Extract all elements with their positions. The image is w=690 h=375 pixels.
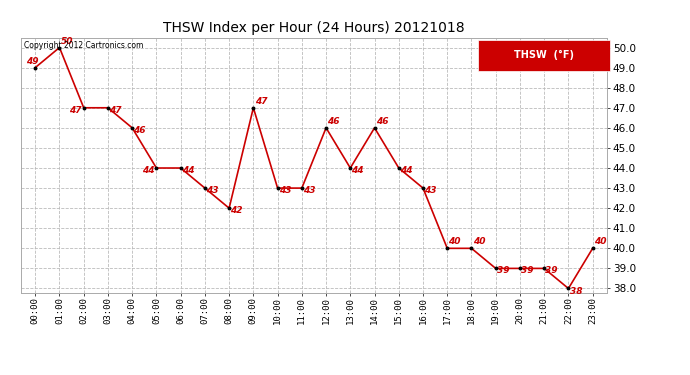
Text: 38: 38 bbox=[570, 286, 582, 296]
Point bbox=[321, 125, 332, 131]
Text: 46: 46 bbox=[133, 126, 146, 135]
Point bbox=[515, 266, 526, 272]
Point bbox=[490, 266, 501, 272]
Text: 46: 46 bbox=[327, 117, 339, 126]
Text: 44: 44 bbox=[142, 166, 155, 175]
Point bbox=[78, 105, 89, 111]
Point bbox=[54, 45, 65, 51]
Point bbox=[102, 105, 113, 111]
Point bbox=[393, 165, 404, 171]
Text: 43: 43 bbox=[279, 186, 291, 195]
Text: 40: 40 bbox=[448, 237, 461, 246]
Text: 39: 39 bbox=[497, 266, 509, 275]
FancyBboxPatch shape bbox=[478, 40, 610, 70]
Point bbox=[296, 185, 307, 191]
Text: 44: 44 bbox=[400, 166, 413, 175]
Text: 47: 47 bbox=[255, 97, 267, 106]
Text: 40: 40 bbox=[594, 237, 607, 246]
Point bbox=[127, 125, 138, 131]
Text: Copyright 2012 Cartronics.com: Copyright 2012 Cartronics.com bbox=[23, 41, 143, 50]
Point bbox=[30, 64, 41, 70]
Point bbox=[539, 266, 550, 272]
Point bbox=[224, 205, 235, 211]
Text: THSW  (°F): THSW (°F) bbox=[514, 50, 574, 60]
Title: THSW Index per Hour (24 Hours) 20121018: THSW Index per Hour (24 Hours) 20121018 bbox=[163, 21, 465, 35]
Point bbox=[417, 185, 428, 191]
Point bbox=[369, 125, 380, 131]
Point bbox=[442, 245, 453, 251]
Text: 43: 43 bbox=[206, 186, 219, 195]
Text: 44: 44 bbox=[351, 166, 364, 175]
Text: 43: 43 bbox=[303, 186, 315, 195]
Text: 47: 47 bbox=[69, 106, 81, 115]
Text: 42: 42 bbox=[230, 206, 243, 215]
Text: 39: 39 bbox=[521, 266, 533, 275]
Point bbox=[151, 165, 162, 171]
Text: 47: 47 bbox=[109, 106, 121, 115]
Point bbox=[272, 185, 283, 191]
Point bbox=[563, 285, 574, 291]
Text: 43: 43 bbox=[424, 186, 437, 195]
Text: 39: 39 bbox=[545, 266, 558, 275]
Text: 50: 50 bbox=[61, 36, 73, 45]
Point bbox=[199, 185, 210, 191]
Point bbox=[466, 245, 477, 251]
Text: 40: 40 bbox=[473, 237, 485, 246]
Text: 46: 46 bbox=[376, 117, 388, 126]
Point bbox=[345, 165, 356, 171]
Point bbox=[587, 245, 598, 251]
Point bbox=[248, 105, 259, 111]
Text: 44: 44 bbox=[182, 166, 195, 175]
Text: 49: 49 bbox=[26, 57, 38, 66]
Point bbox=[175, 165, 186, 171]
